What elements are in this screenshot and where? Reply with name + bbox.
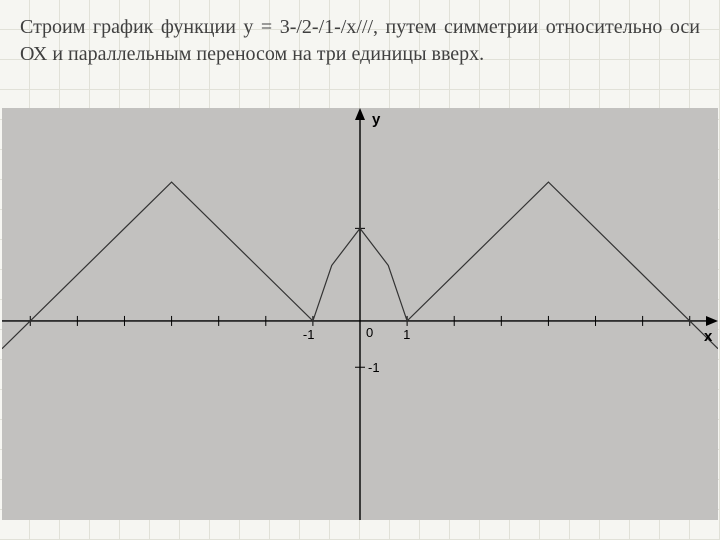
x-axis-label: x (704, 328, 713, 345)
y-tick-label: -1 (368, 360, 380, 375)
function-plot: 0 -1 1 -1 x y (2, 108, 718, 520)
y-axis-label: y (372, 111, 381, 128)
x-tick-label: -1 (303, 327, 315, 342)
origin-label: 0 (366, 325, 373, 340)
x-tick-label: 1 (403, 327, 410, 342)
description-text: Строим график функции у = 3-/2-/1-/х///,… (20, 14, 700, 68)
plot-svg: 0 -1 1 -1 x y (2, 108, 718, 520)
